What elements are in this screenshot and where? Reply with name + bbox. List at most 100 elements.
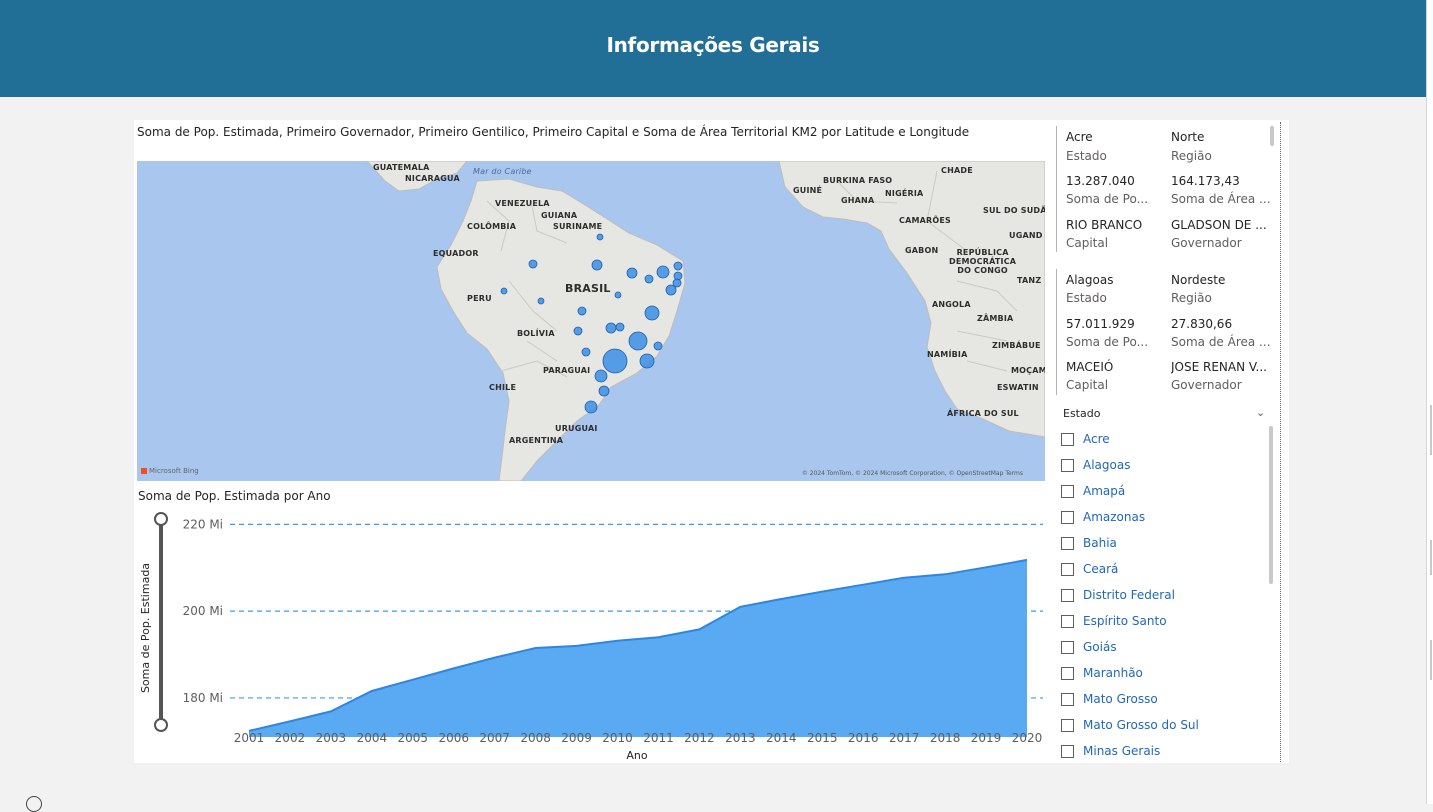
area-chart[interactable]: Soma de Pop. Estimada 180 Mi 200 Mi 220 Mi 2… — [137, 506, 1047, 762]
slicer-item[interactable]: Mato Grosso — [1061, 686, 1267, 712]
card-area-label: Soma de Área ... — [1171, 335, 1271, 349]
card-estado: Alagoas — [1066, 273, 1114, 287]
map-bubble[interactable] — [644, 305, 660, 321]
x-tick-label: 2004 — [357, 731, 388, 745]
card-pop-label: Soma de Po... — [1066, 335, 1149, 349]
multi-row-card[interactable]: Acre Estado Norte Região 13.287.040 Soma… — [1056, 126, 1281, 396]
zoom-slider-handle-top[interactable] — [154, 512, 168, 526]
zoom-slider-handle-bottom[interactable] — [154, 718, 168, 732]
map-bubble[interactable] — [653, 341, 663, 351]
checkbox[interactable] — [1061, 614, 1074, 628]
x-tick-label: 2018 — [930, 731, 961, 745]
slicer-item-label: Minas Gerais — [1083, 744, 1161, 758]
slicer-item[interactable]: Bahia — [1061, 530, 1267, 556]
x-tick-label: 2007 — [479, 731, 510, 745]
x-tick-label: 2010 — [602, 731, 633, 745]
slicer-item[interactable]: Amazonas — [1061, 504, 1267, 530]
area-series-line[interactable] — [248, 558, 1028, 732]
map-label-suriname: SURINAME — [553, 222, 603, 231]
estado-slicer[interactable]: Acre Alagoas Amapá Amazonas Bahia Ceará Distri… — [1061, 426, 1267, 760]
map-bubble[interactable] — [591, 259, 603, 271]
area-series[interactable] — [249, 559, 1027, 737]
slicer-item[interactable]: Mato Grosso do Sul — [1061, 712, 1267, 738]
map-bubble[interactable] — [665, 284, 677, 296]
card-area-label: Soma de Área ... — [1171, 192, 1271, 206]
card-area: 164.173,43 — [1171, 174, 1240, 188]
info-icon[interactable] — [26, 796, 42, 812]
map-bubble[interactable] — [672, 278, 682, 288]
map-bubble[interactable] — [615, 322, 625, 332]
map-label-uruguai: URUGUAI — [555, 424, 598, 433]
map-bubble[interactable] — [528, 259, 538, 269]
map-bubble[interactable] — [628, 331, 648, 351]
checkbox[interactable] — [1061, 432, 1074, 446]
map-bubble[interactable] — [584, 400, 598, 414]
checkbox[interactable] — [1061, 484, 1074, 498]
map-visual[interactable]: GUATEMALA NICARAGUA Mar do Caribe VENEZU… — [137, 161, 1045, 481]
slicer-item-label: Goiás — [1083, 640, 1117, 654]
slicer-item[interactable]: Goiás — [1061, 634, 1267, 660]
checkbox[interactable] — [1061, 718, 1074, 732]
slicer-item[interactable]: Maranhão — [1061, 660, 1267, 686]
x-axis-title: Ano — [626, 749, 647, 762]
checkbox[interactable] — [1061, 458, 1074, 472]
map-bubble[interactable] — [577, 306, 587, 316]
slicer-item[interactable]: Acre — [1061, 426, 1267, 452]
card-capital-label: Capital — [1066, 236, 1109, 250]
map-label-paraguai: PARAGUAI — [543, 366, 591, 375]
slicer-item-label: Amapá — [1083, 484, 1126, 498]
map-label-guatemala: GUATEMALA — [373, 163, 430, 172]
map-bubble[interactable] — [639, 353, 655, 369]
checkbox[interactable] — [1061, 640, 1074, 654]
slicer-item[interactable]: Alagoas — [1061, 452, 1267, 478]
checkbox[interactable] — [1061, 692, 1074, 706]
x-tick-label: 2017 — [889, 731, 920, 745]
right-scroll-edge[interactable] — [1426, 0, 1433, 804]
slicer-item[interactable]: Ceará — [1061, 556, 1267, 582]
chevron-down-icon[interactable]: ⌄ — [1256, 406, 1266, 419]
slicer-item[interactable]: Distrito Federal — [1061, 582, 1267, 608]
slicer-item-label: Espírito Santo — [1083, 614, 1167, 628]
card-estado-label: Estado — [1066, 291, 1107, 305]
x-tick-label: 2013 — [725, 731, 756, 745]
slicer-title: Estado — [1063, 407, 1101, 420]
slicer-item-label: Mato Grosso — [1083, 692, 1158, 706]
map-bubble[interactable] — [626, 267, 638, 279]
x-tick-label: 2003 — [316, 731, 347, 745]
card-scrollbar[interactable] — [1270, 126, 1274, 146]
slicer-scrollbar[interactable] — [1269, 426, 1273, 584]
checkbox[interactable] — [1061, 666, 1074, 680]
card-governador-label: Governador — [1171, 378, 1242, 392]
checkbox[interactable] — [1061, 536, 1074, 550]
map-copyright[interactable]: © 2024 TomTom, © 2024 Microsoft Corporat… — [801, 470, 1023, 477]
slicer-item[interactable]: Minas Gerais — [1061, 738, 1267, 760]
checkbox[interactable] — [1061, 510, 1074, 524]
map-bubble[interactable] — [644, 274, 654, 284]
checkbox[interactable] — [1061, 562, 1074, 576]
map-bubble[interactable] — [614, 291, 622, 299]
map-bubble[interactable] — [537, 297, 545, 305]
slicer-item[interactable]: Amapá — [1061, 478, 1267, 504]
scroll-marker — [1430, 405, 1432, 455]
map-bubble[interactable] — [673, 261, 683, 271]
checkbox[interactable] — [1061, 588, 1074, 602]
map-label-gana: GHANA — [841, 196, 875, 205]
map-bubble[interactable] — [581, 347, 591, 357]
map-bubble[interactable] — [500, 287, 508, 295]
map-bubble[interactable] — [594, 369, 608, 383]
card-governador-label: Governador — [1171, 236, 1242, 250]
map-label-sudao: SUL DO SUDÃ — [983, 206, 1045, 215]
x-tick-label: 2014 — [766, 731, 797, 745]
map-bubble[interactable] — [656, 265, 670, 279]
microsoft-logo-icon — [141, 468, 147, 474]
scroll-marker — [1430, 640, 1432, 680]
card-capital: MACEIÓ — [1066, 360, 1114, 374]
checkbox[interactable] — [1061, 744, 1074, 758]
map-bubble[interactable] — [602, 348, 628, 374]
map-bubble[interactable] — [596, 233, 604, 241]
map-bubble[interactable] — [573, 326, 583, 336]
map-bubble[interactable] — [605, 322, 617, 334]
card-pop: 13.287.040 — [1066, 174, 1135, 188]
slicer-item[interactable]: Espírito Santo — [1061, 608, 1267, 634]
map-bubble[interactable] — [598, 385, 610, 397]
